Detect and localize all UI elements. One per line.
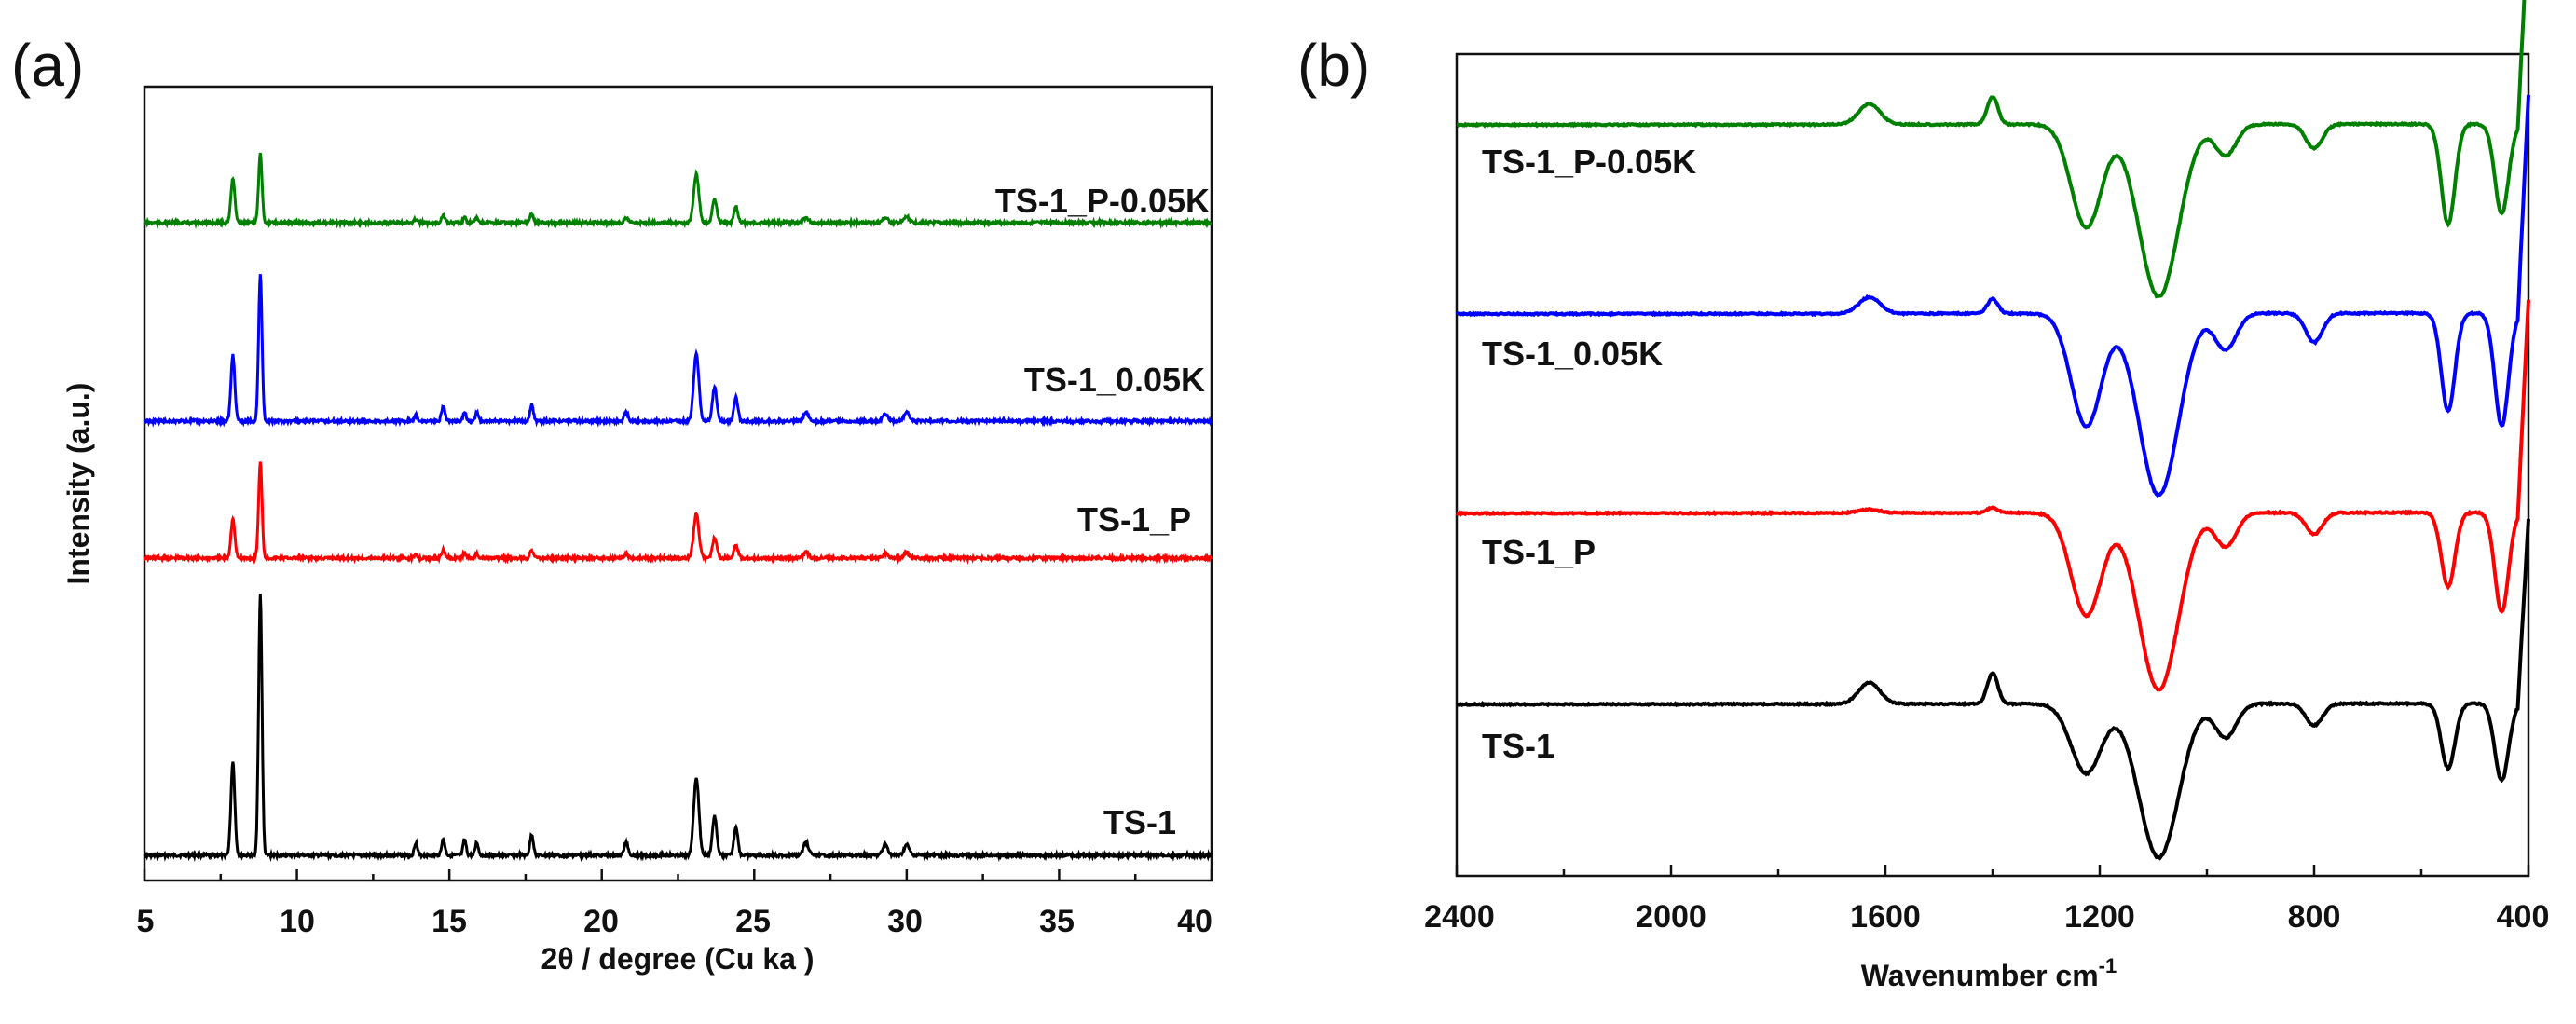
x-tick-label: 40 — [1177, 904, 1213, 939]
x-axis-ticks-a — [143, 869, 1213, 881]
series-curve-ts-1-p — [1455, 299, 2530, 692]
panel-b-ftir-chart: (b) Wavenumber cm-1 2400 2000 1600 1200 … — [1297, 0, 2549, 992]
x-tick-label: 10 — [280, 904, 315, 939]
series-label-ts-1-0-05k: TS-1_0.05K — [1482, 335, 1663, 373]
series-label-ts-1-p-0-05k: TS-1_P-0.05K — [995, 182, 1210, 220]
x-axis-tick-labels-b: 2400 2000 1600 1200 800 400 — [1424, 899, 2549, 935]
x-axis-title-b: Wavenumber cm-1 — [1861, 954, 2117, 992]
x-axis-title-b-main: Wavenumber cm — [1861, 959, 2099, 992]
x-tick-label: 1200 — [2064, 899, 2135, 935]
series-label-ts-1-p: TS-1_P — [1077, 500, 1191, 539]
series-curve-ts-1-0-05k — [1455, 94, 2530, 498]
x-axis-ticks-b — [1455, 865, 2530, 876]
series-label-ts-1-p: TS-1_P — [1482, 533, 1596, 571]
x-tick-label: 35 — [1039, 904, 1075, 939]
x-tick-label: 2000 — [1636, 899, 1706, 935]
series-curve-ts-1-p-0-05k — [144, 152, 1213, 230]
series-label-ts-1-0-05k: TS-1_0.05K — [1024, 361, 1205, 399]
x-tick-label: 20 — [583, 904, 619, 939]
x-tick-label: 1600 — [1850, 899, 1921, 935]
panel-a-xrd-chart: (a) Intensity (a.u.) 2θ / degree (Cu ka … — [11, 32, 1213, 976]
series-label-ts-1-p-0-05k: TS-1_P-0.05K — [1482, 143, 1696, 181]
series-curve-ts-1-p-0-05k — [1456, 0, 2527, 299]
x-tick-label: 25 — [735, 904, 771, 939]
x-tick-label: 5 — [137, 904, 155, 939]
series-label-ts-1: TS-1 — [1103, 803, 1176, 841]
panel-b-label: (b) — [1297, 32, 1370, 99]
x-tick-label: 30 — [887, 904, 923, 939]
x-axis-title-a: 2θ / degree (Cu ka ) — [541, 942, 815, 976]
series-curve-ts-1 — [144, 594, 1213, 863]
series-curve-ts-1-p — [143, 461, 1213, 566]
series-label-ts-1: TS-1 — [1482, 727, 1555, 765]
x-tick-label: 15 — [432, 904, 467, 939]
x-axis-tick-labels-a: 5 10 15 20 25 30 35 40 — [137, 904, 1213, 939]
y-axis-title-a: Intensity (a.u.) — [62, 383, 95, 585]
series-curve-ts-1-0-05k — [143, 274, 1213, 429]
panel-a-label: (a) — [11, 32, 84, 99]
series-curve-ts-1 — [1457, 518, 2530, 861]
x-tick-label: 2400 — [1424, 899, 1495, 935]
x-axis-title-b-superscript: -1 — [2099, 954, 2117, 977]
x-tick-label: 400 — [2497, 899, 2550, 935]
x-tick-label: 800 — [2288, 899, 2341, 935]
